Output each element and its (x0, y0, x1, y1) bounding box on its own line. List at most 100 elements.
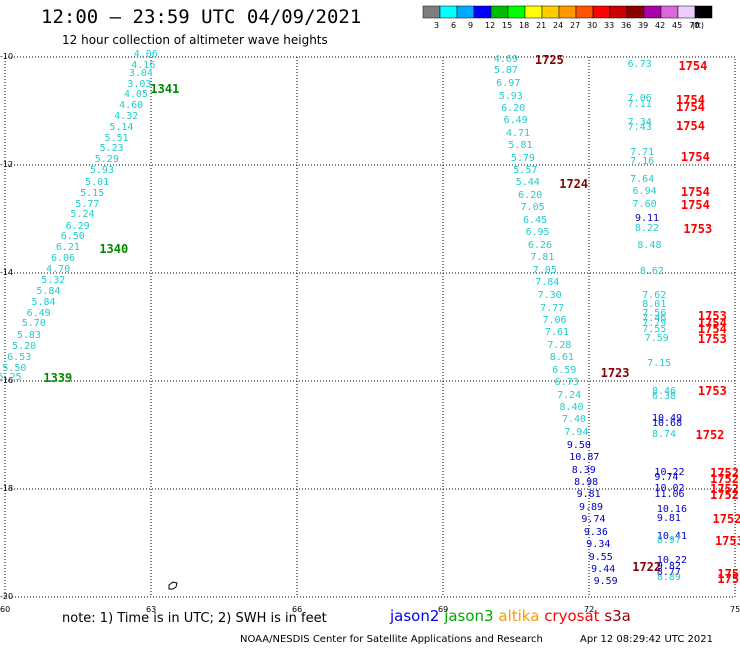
wave-height-label: 5.23 (99, 143, 124, 155)
wave-height-label: 6.38 (652, 391, 677, 403)
satellite-s3a: s3a (604, 607, 631, 625)
wave-height-label: 8.77 (656, 566, 681, 578)
wave-height-label: 8.01 (642, 298, 667, 310)
wave-height-label: 11.06 (654, 489, 685, 501)
wave-height-label: 5.77 (75, 198, 100, 210)
footer-note: note: 1) Time is in UTC; 2) SWH is in fe… (62, 611, 327, 626)
latitude-tick-label: -16 (0, 376, 14, 385)
legend-bin-label: 27 (570, 21, 581, 30)
wave-height-label: 5.14 (109, 121, 134, 133)
wave-height-label: 9.59 (593, 576, 618, 588)
legend-bin-label: 21 (536, 21, 547, 30)
pass-time-label: 1754 (697, 315, 727, 330)
wave-height-label: 8.98 (574, 477, 599, 489)
wave-height-label: 5.84 (36, 286, 61, 298)
map-frame (4, 56, 736, 598)
wave-height-label: 6.49 (26, 308, 51, 320)
wave-height-label: 7.59 (644, 332, 669, 344)
wave-height-label: 6.20 (518, 189, 543, 201)
wave-height-label: 9.74 (654, 471, 679, 483)
pass-time-label: 175 (717, 567, 740, 582)
wave-height-label: 10.87 (569, 452, 600, 464)
wave-height-label: 9.36 (583, 526, 608, 538)
wave-height-label: 5.44 (515, 176, 540, 188)
wave-height-label: 4.69 (493, 53, 518, 65)
longitude-tick-label: 66 (292, 605, 303, 614)
wave-height-label: 8.89 (656, 571, 681, 583)
pass-time-label: 1752 (710, 488, 739, 503)
wave-height-label: 10.68 (652, 418, 683, 430)
wave-height-label: 5.57 (513, 165, 538, 177)
legend-bin-label: 9 (468, 21, 474, 30)
legend-bin-label: 70 (689, 21, 700, 30)
wave-height-label: 9.44 (591, 564, 616, 575)
wave-height-label: 6.06 (50, 252, 76, 264)
wave-height-label: 10.16 (656, 503, 687, 515)
pass-time-label: 1753 (697, 308, 727, 323)
pass-time-label: 1723 (600, 365, 630, 380)
wave-height-label: 7.77 (540, 302, 565, 314)
wave-height-label: 10.22 (656, 555, 687, 567)
pass-time-label: 1339 (43, 371, 73, 386)
wave-height-label: 7.30 (537, 289, 562, 301)
wave-height-label: 7.64 (630, 173, 655, 185)
longitude-tick-label: 75 (730, 605, 740, 614)
map-subtitle: 12 hour collection of altimeter wave hei… (62, 33, 328, 47)
wave-height-label: 7.28 (547, 339, 572, 351)
satellite-cryosat: cryosat (544, 607, 600, 625)
wave-height-label: 5.20 (12, 340, 37, 352)
wave-height-label: 8.61 (549, 352, 574, 364)
pass-time-label: 1341 (150, 82, 180, 97)
legend-bin-label: 18 (519, 21, 530, 30)
wave-height-label: 5.87 (493, 65, 518, 77)
pass-time-label: 1752 (695, 428, 725, 442)
legend-bin-label: 39 (638, 21, 649, 30)
wave-height-label: 3.03 (127, 79, 152, 91)
wave-height-label: 7.06 (542, 314, 567, 326)
legend-bin-label: 45 (672, 21, 683, 30)
wave-height-label: 4.16 (131, 60, 156, 72)
wave-height-label: 8.74 (652, 429, 677, 440)
satellite-altika: altika (498, 607, 540, 625)
wave-height-label: 7.40 (561, 414, 587, 426)
wave-height-label: 7.55 (642, 323, 667, 335)
wave-height-label: 7.06 (627, 93, 652, 105)
wave-height-label: 7.62 (642, 289, 667, 301)
wave-height-label: 7.79 (642, 318, 667, 330)
wave-height-label: 7.56 (642, 307, 667, 319)
wave-height-label: 5.93 (498, 90, 523, 102)
wave-height-label: 7.15 (647, 357, 672, 369)
wave-height-label: 6.26 (527, 240, 552, 251)
latitude-tick-label: -14 (0, 268, 14, 277)
wave-height-label: 9.55 (588, 551, 613, 563)
legend-bin-label: 36 (621, 21, 632, 30)
wave-height-label: 8.39 (571, 464, 596, 476)
wave-height-label: 7.61 (544, 327, 570, 339)
wave-height-label: 3.04 (128, 67, 153, 79)
wave-height-label: 6.49 (503, 115, 528, 127)
wave-height-label: 5.83 (16, 329, 41, 341)
pass-time-label: 1754 (676, 99, 705, 114)
satellite-jason2: jason2 (390, 607, 440, 625)
legend-swatch (694, 5, 713, 19)
pass-time-label: 1752 (710, 482, 739, 496)
pass-time-label: 1754 (676, 118, 705, 133)
legend-bin-label: 12 (485, 21, 496, 30)
pass-time-label: 1753 (683, 222, 713, 237)
pass-time-label: 1724 (559, 176, 589, 191)
map-title: 12:00 — 23:59 UTC 04/09/2021 (41, 6, 362, 28)
wave-height-label: 5.84 (31, 296, 56, 308)
legend-bin-label: 33 (604, 21, 615, 30)
wave-height-label: 9.81 (576, 489, 601, 501)
wave-height-label: 6.59 (552, 364, 577, 376)
wave-height-label: 7.46 (642, 312, 667, 324)
wave-height-label: 5.50 (2, 363, 27, 375)
wave-height-label: 7.05 (532, 264, 557, 276)
wave-height-label: 7.16 (630, 156, 655, 168)
wave-height-label: 7.43 (627, 122, 652, 134)
pass-time-label: 175 (717, 571, 740, 586)
wave-height-label: 6.97 (496, 78, 521, 89)
pass-time-label: 1722 (632, 560, 662, 575)
